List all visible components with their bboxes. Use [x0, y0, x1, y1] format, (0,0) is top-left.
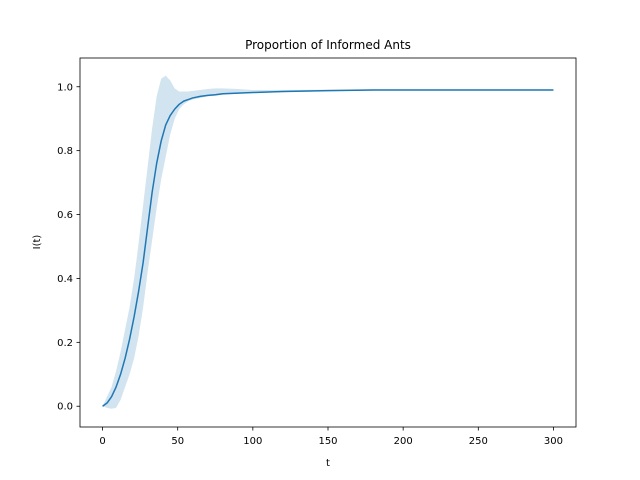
y-ticks: 0.0 0.2 0.4 0.6 0.8 1.0: [57, 82, 80, 413]
series-0-band: [102, 75, 554, 409]
x-tick-label: 0: [99, 436, 105, 447]
chart-title: Proportion of Informed Ants: [245, 38, 411, 52]
x-tick-label: 150: [318, 436, 337, 447]
y-tick-label: 0.8: [57, 146, 73, 157]
x-tick-label: 100: [243, 436, 262, 447]
y-tick-label: 0.6: [57, 210, 73, 221]
x-ticks: 0 50 100 150 200 250 300: [99, 427, 563, 447]
y-tick-label: 0.4: [57, 274, 73, 285]
series-0-line: [102, 89, 554, 407]
y-tick-label: 0.2: [57, 338, 73, 349]
x-axis-label: t: [326, 458, 330, 469]
y-axis-label: I(t): [32, 235, 43, 250]
series-line-layer: [102, 89, 554, 407]
x-tick-label: 250: [469, 436, 488, 447]
x-tick-label: 200: [394, 436, 413, 447]
x-tick-label: 300: [544, 436, 563, 447]
y-tick-label: 0.0: [57, 402, 73, 413]
x-tick-label: 50: [171, 436, 184, 447]
y-tick-label: 1.0: [57, 82, 73, 93]
confidence-band-layer: [102, 75, 554, 409]
